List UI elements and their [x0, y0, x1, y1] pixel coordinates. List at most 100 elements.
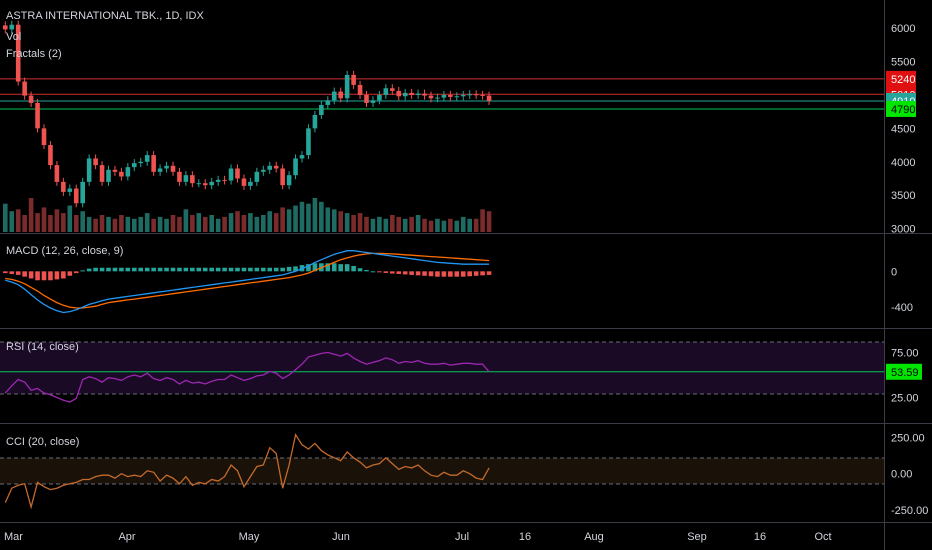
volume-bar — [480, 209, 485, 232]
volume-bar — [125, 216, 131, 232]
chart-title: ASTRA INTERNATIONAL TBK., 1D, IDX — [6, 10, 205, 22]
volume-bar — [73, 215, 79, 232]
volume-bar — [3, 203, 8, 232]
macd-histogram-bar — [106, 267, 111, 272]
volume-bar — [473, 218, 479, 232]
volume-bar — [67, 205, 73, 232]
candle — [138, 161, 144, 164]
macd-histogram-bar — [164, 267, 169, 272]
candle — [41, 128, 47, 146]
macd-label: MACD (12, 26, close, 9) — [6, 245, 123, 257]
cci-line — [4, 433, 490, 510]
volume-bar — [177, 216, 182, 232]
candle — [202, 183, 208, 186]
volume-bar — [80, 211, 85, 232]
candle — [286, 175, 292, 186]
macd-histogram-bar — [119, 267, 124, 272]
candle — [151, 155, 156, 172]
candle — [473, 94, 479, 96]
candle — [415, 93, 421, 95]
volume-bar — [202, 216, 208, 232]
macd-histogram-bar — [254, 267, 260, 272]
volume-bar — [99, 215, 105, 232]
volume-bar — [357, 213, 363, 232]
axis-tick-label: 4000 — [891, 157, 915, 169]
macd-histogram-bar — [177, 267, 182, 272]
volume-bar — [409, 216, 414, 232]
macd-histogram-bar — [486, 271, 492, 275]
candle — [196, 183, 202, 185]
macd-histogram-bar — [428, 271, 434, 277]
volume-bar — [151, 218, 156, 232]
price-pane[interactable] — [0, 0, 884, 233]
candle — [157, 168, 163, 172]
macd-histogram-bar — [235, 267, 240, 272]
volume-bar — [54, 209, 60, 232]
macd-histogram-bar — [202, 267, 208, 272]
price-axis[interactable]: 60005500500045004000350030000-40075.0025… — [886, 23, 928, 517]
volume-bar — [428, 220, 434, 232]
candle — [293, 158, 298, 176]
macd-histogram-bar — [48, 271, 53, 281]
candle — [15, 24, 21, 82]
rsi-value-tag-label: 53.59 — [891, 367, 919, 379]
volume-bar — [261, 215, 266, 232]
volume-bar — [306, 203, 311, 232]
macd-histogram-bar — [86, 268, 92, 272]
macd-histogram-bar — [151, 267, 156, 272]
time-axis[interactable]: Mar Apr May Jun Jul 16 Aug Sep 16 Oct — [4, 531, 832, 543]
candle — [3, 25, 8, 30]
candle — [435, 97, 440, 99]
macd-histogram-bar — [467, 271, 472, 277]
macd-histogram-bar — [435, 271, 440, 277]
macd-histogram-bar — [344, 264, 350, 272]
cci-label: CCI (20, close) — [6, 436, 79, 448]
axis-tick-label: 0 — [891, 266, 897, 278]
macd-histogram-bar — [35, 271, 40, 281]
candle — [351, 74, 356, 85]
macd-histogram-bar — [144, 267, 150, 272]
candle — [222, 179, 227, 181]
volume-bar — [196, 213, 202, 232]
macd-histogram-bar — [215, 267, 221, 272]
candle — [396, 90, 402, 97]
volume-bar — [170, 215, 176, 232]
volume-bar — [460, 216, 466, 232]
volume-bar — [299, 201, 305, 232]
macd-histogram-bar — [377, 271, 382, 273]
volume-bar — [267, 211, 273, 232]
volume-bar — [293, 205, 298, 232]
macd-histogram-bar — [99, 267, 105, 272]
candle — [86, 158, 92, 182]
macd-histogram-bar — [61, 271, 66, 279]
macd-histogram-bar — [222, 267, 227, 272]
candle — [183, 175, 189, 182]
macd-pane[interactable] — [0, 234, 884, 327]
volume-bar — [119, 215, 124, 232]
volume-bar — [448, 218, 453, 232]
macd-histogram-bar — [22, 271, 27, 277]
axis-tick-label: 4500 — [891, 123, 915, 135]
volume-bar — [138, 216, 144, 232]
price-level-tag-label: 4790 — [891, 104, 915, 116]
fractals-label: Fractals (2) — [6, 48, 62, 60]
macd-histogram-bar — [306, 264, 311, 272]
volume-bar — [415, 215, 421, 232]
volume-bar — [364, 216, 369, 232]
volume-bar — [144, 213, 150, 232]
macd-histogram-bar — [73, 271, 79, 274]
volume-bar — [286, 209, 292, 232]
candle — [267, 165, 273, 170]
horizontal-levels — [0, 78, 884, 110]
axis-tick-label: 3500 — [891, 190, 915, 202]
macd-histogram-bar — [286, 266, 292, 272]
macd-line — [5, 250, 490, 314]
macd-histogram-bar — [441, 271, 447, 277]
candle — [441, 94, 447, 98]
macd-histogram-bar — [364, 269, 369, 272]
volume-bar — [209, 215, 214, 232]
axis-tick-label: 5500 — [891, 56, 915, 68]
candle — [448, 94, 453, 97]
candle — [422, 93, 427, 96]
